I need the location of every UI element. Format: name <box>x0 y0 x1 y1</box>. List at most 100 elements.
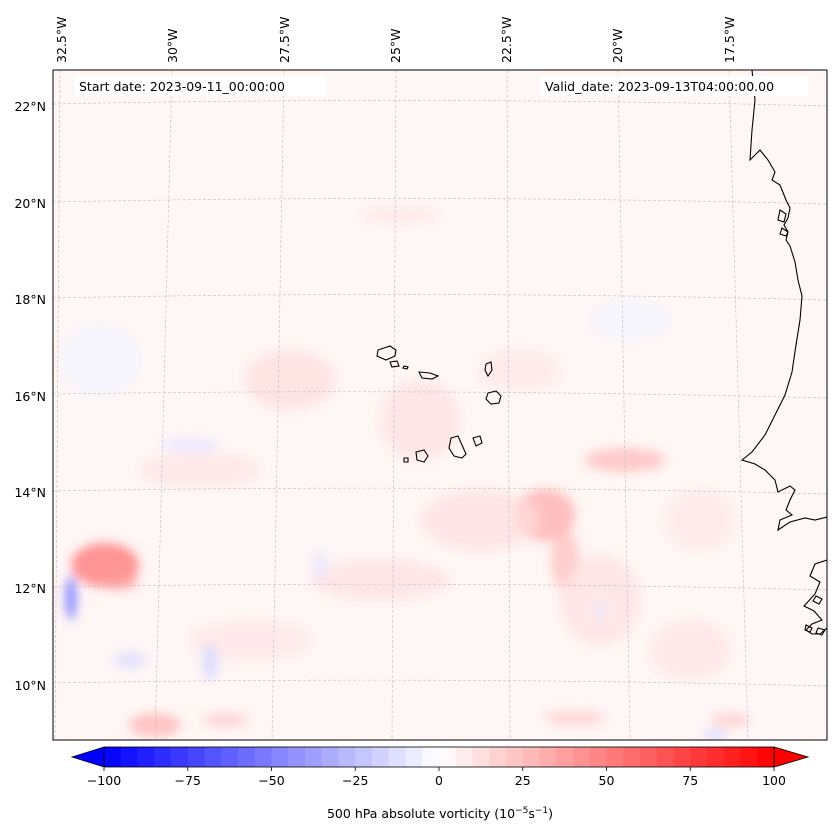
island-sao-vicente <box>389 360 400 368</box>
colorbar-segment <box>455 747 473 767</box>
lat-label: 16°N <box>14 389 46 404</box>
colorbar-segment <box>573 747 591 767</box>
vorticity-positive-patch <box>245 350 335 410</box>
vorticity-negative-patch <box>703 729 727 740</box>
colorbar-segment <box>472 747 490 767</box>
island-sao-nicolau <box>418 371 440 380</box>
colorbar-segment <box>321 747 339 767</box>
vorticity-positive-patch <box>480 350 560 390</box>
colorbar-label-main: 500 hPa absolute vorticity (10 <box>326 806 516 821</box>
colorbar-segment <box>154 747 172 767</box>
island-outline <box>812 595 823 605</box>
vorticity-negative-patch <box>590 300 670 340</box>
vorticity-positive-patch <box>203 713 247 727</box>
vorticity-positive-patch <box>140 452 260 488</box>
island-outline <box>779 227 789 237</box>
island-maio <box>472 435 483 447</box>
start-date-text: Start date: 2023-09-11_00:00:00 <box>79 79 285 94</box>
colorbar-segment <box>506 747 524 767</box>
africa-coastline <box>803 559 827 635</box>
lon-label: 30°W <box>165 28 180 63</box>
colorbar-segment <box>137 747 155 767</box>
vorticity-positive-patch <box>665 490 735 550</box>
colorbar-segment <box>254 747 272 767</box>
colorbar-segment <box>422 747 440 767</box>
lon-label: 32.5°W <box>54 17 69 63</box>
colorbar-tick-label: 0 <box>435 773 443 788</box>
island-santa-luzia <box>402 365 409 370</box>
vorticity-positive-patch <box>420 490 540 550</box>
vorticity-positive-patch <box>190 620 310 660</box>
colorbar-segment <box>355 747 373 767</box>
vorticity-positive-patch <box>102 570 138 590</box>
colorbar-segment <box>271 747 289 767</box>
colorbar-tick-label: −25 <box>342 773 368 788</box>
colorbar-label-unit: s <box>528 806 535 821</box>
vorticity-positive-patch <box>710 712 750 728</box>
island-santo-antao <box>376 345 397 361</box>
colorbar-segment <box>757 747 775 767</box>
vorticity-positive-patch <box>380 380 460 460</box>
lon-label: 17.5°W <box>722 17 737 63</box>
colorbar-segment <box>388 747 406 767</box>
vorticity-positive-patch <box>129 713 181 737</box>
colorbar-segment <box>723 747 741 767</box>
lat-label: 12°N <box>14 581 46 596</box>
colorbar-label: 500 hPa absolute vorticity (10−5s−1) <box>0 806 837 821</box>
vorticity-positive-patch <box>360 208 440 222</box>
colorbar-segment <box>690 747 708 767</box>
lon-label: 22.5°W <box>499 17 514 63</box>
colorbar-tick-label: 75 <box>682 773 698 788</box>
colorbar-segment <box>187 747 205 767</box>
colorbar-segment <box>606 747 624 767</box>
vorticity-negative-patch <box>65 576 77 620</box>
colorbar-segment <box>288 747 306 767</box>
colorbar-segment <box>405 747 423 767</box>
colorbar-segment <box>238 747 256 767</box>
gridlines <box>53 70 827 740</box>
colorbar-segment <box>589 747 607 767</box>
colorbar-tick-label: 100 <box>762 773 786 788</box>
vorticity-positive-patch <box>650 620 730 680</box>
island-outline <box>777 209 787 223</box>
lon-label: 27.5°W <box>277 17 292 63</box>
colorbar-label-exponent: −5 <box>515 806 529 816</box>
island-outline <box>804 624 813 633</box>
colorbar-segment <box>204 747 222 767</box>
vorticity-negative-patch <box>312 551 328 579</box>
lat-label: 22°N <box>14 99 46 114</box>
colorbar-segment <box>640 747 658 767</box>
vorticity-negative-patch <box>160 438 220 452</box>
vorticity-negative-patch <box>594 600 606 620</box>
colorbar-segment <box>439 747 457 767</box>
colorbar-tick-label: 50 <box>599 773 615 788</box>
island-brava <box>403 457 409 463</box>
colorbar-segment <box>623 747 641 767</box>
colorbar-segment <box>338 747 356 767</box>
vorticity-negative-patch <box>114 652 146 668</box>
map-area[interactable]: Start date: 2023-09-11_00:00:00 Valid_da… <box>52 69 828 741</box>
start-date-box <box>74 76 326 96</box>
colorbar-tick-label: 25 <box>515 773 531 788</box>
colorbar-label-exponent: −1 <box>534 806 549 816</box>
colorbar-min-extend <box>70 746 105 768</box>
colorbar-segment <box>656 747 674 767</box>
vorticity-negative-patch <box>202 644 218 680</box>
colorbar-label-end: ) <box>548 806 553 821</box>
longitude-labels: 32.5°W 30°W 27.5°W 25°W 22.5°W 20°W 17.5… <box>54 17 737 63</box>
lon-label: 20°W <box>610 28 625 63</box>
colorbar-tick-label: −100 <box>87 773 121 788</box>
colorbar-tick-label: −50 <box>258 773 284 788</box>
africa-coastline <box>740 70 827 532</box>
island-outline <box>815 627 826 636</box>
map-frame <box>52 69 828 741</box>
colorbar-tick-label: −75 <box>175 773 201 788</box>
vorticity-positive-patch <box>545 710 605 726</box>
island-santiago <box>448 435 467 459</box>
colorbar-segment <box>707 747 725 767</box>
colorbar-segment <box>120 747 138 767</box>
colorbar-segment <box>673 747 691 767</box>
colorbar-segment <box>522 747 540 767</box>
colorbar: −100 −75 −50 −25 0 25 50 75 100 <box>70 746 810 788</box>
colorbar-max-extend <box>773 746 810 768</box>
